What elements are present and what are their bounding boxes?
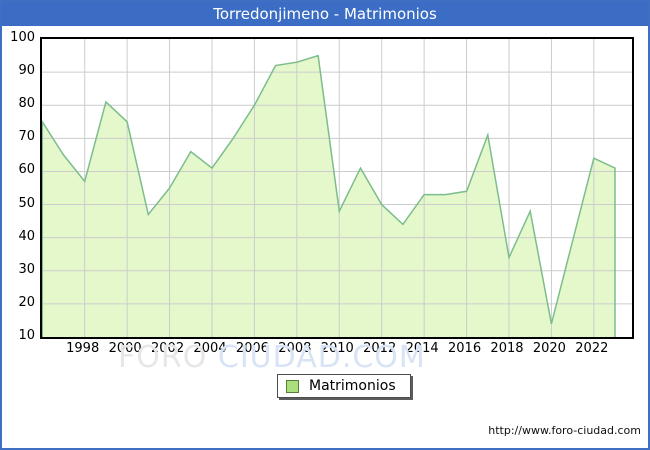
watermark-part1: FORO — [118, 340, 218, 375]
x-tick-label: 2016 — [448, 341, 482, 356]
x-tick-label: 2018 — [490, 341, 524, 356]
watermark: FORO CIUDAD.COM — [118, 340, 426, 375]
chart-title: Torredonjimeno - Matrimonios — [213, 5, 437, 23]
y-tick-label: 90 — [18, 63, 35, 79]
x-tick-label: 2022 — [575, 341, 609, 356]
x-tick-label: 2014 — [405, 341, 439, 356]
area-chart-svg — [42, 39, 632, 337]
y-tick-label: 70 — [18, 129, 35, 145]
y-tick-label: 60 — [18, 162, 35, 178]
y-tick-label: 80 — [18, 96, 35, 112]
title-bar: Torredonjimeno - Matrimonios — [2, 2, 648, 26]
legend-label: Matrimonios — [309, 378, 396, 394]
x-tick-label: 2020 — [532, 341, 566, 356]
x-tick-label: 2010 — [320, 341, 354, 356]
x-tick-label: 2008 — [278, 341, 312, 356]
y-tick-label: 20 — [18, 294, 35, 310]
x-tick-label: 2004 — [193, 341, 227, 356]
area-fill — [42, 55, 616, 337]
x-tick-label: 2000 — [108, 341, 142, 356]
x-tick-label: 1998 — [66, 341, 100, 356]
plot-area — [40, 37, 634, 339]
x-tick-label: 2002 — [151, 341, 185, 356]
y-tick-label: 50 — [18, 195, 35, 211]
legend: Matrimonios — [277, 374, 411, 398]
y-tick-label: 10 — [18, 328, 35, 343]
legend-swatch-icon — [286, 379, 299, 393]
x-tick-label: 2006 — [235, 341, 269, 356]
y-tick-label: 40 — [18, 228, 35, 244]
x-tick-label: 2012 — [363, 341, 397, 356]
footer-url-link[interactable]: http://www.foro-ciudad.com — [488, 424, 641, 437]
watermark-part2: CIUDAD.COM — [217, 340, 426, 375]
series-line-matrimonios — [42, 54, 616, 337]
y-tick-label: 100 — [10, 30, 35, 45]
y-tick-label: 30 — [18, 261, 35, 277]
